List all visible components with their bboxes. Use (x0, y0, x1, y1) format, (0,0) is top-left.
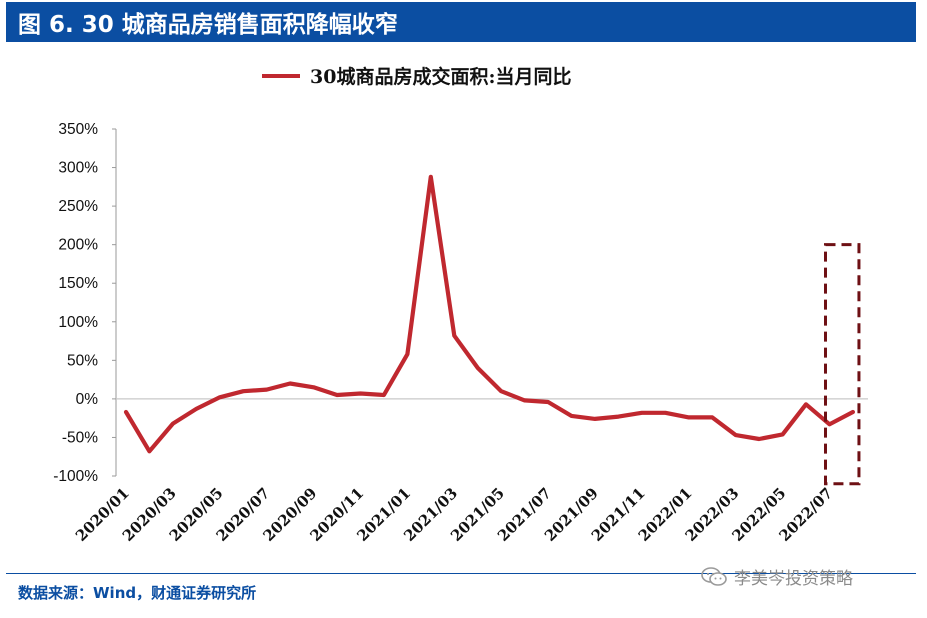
footer-divider (6, 573, 916, 574)
data-point (195, 408, 198, 410)
watermark: 李美岑投资策略 (700, 564, 853, 589)
y-tick-label: -100% (53, 468, 98, 485)
data-point (711, 416, 714, 419)
data-point (594, 418, 596, 420)
highlight-box (824, 243, 861, 486)
data-point (617, 415, 620, 418)
data-point (805, 403, 807, 406)
data-point (289, 382, 291, 385)
y-tick-label: 300% (58, 160, 98, 177)
data-point (688, 416, 690, 419)
y-tick-label: 200% (58, 237, 98, 254)
y-tick-label: 150% (58, 275, 98, 292)
data-point (383, 394, 385, 396)
chart-legend: 30城商品房成交面积:当月同比 (262, 62, 571, 89)
wechat-icon (701, 566, 727, 586)
data-point (664, 412, 667, 414)
figure-title-bar: 图 6. 30 城商品房销售面积降幅收窄 (6, 2, 916, 42)
data-point (312, 386, 315, 389)
y-tick-label: 50% (67, 352, 98, 369)
data-point (125, 411, 127, 413)
data-point (359, 392, 362, 395)
data-point (641, 412, 643, 414)
data-point (265, 388, 268, 391)
legend-line-swatch (262, 73, 300, 78)
data-point (758, 438, 760, 440)
watermark-text: 李美岑投资策略 (734, 569, 853, 589)
data-point (734, 434, 737, 436)
data-point (500, 390, 503, 393)
data-point (430, 176, 432, 178)
y-tick-label: 0% (76, 391, 99, 408)
data-point (477, 367, 479, 369)
data-point (547, 401, 549, 403)
y-tick-label: -50% (62, 429, 98, 446)
data-source: 数据来源：Wind，财通证券研究所 (18, 584, 257, 602)
data-point (148, 450, 151, 453)
data-point (172, 422, 174, 425)
y-tick-label: 250% (58, 198, 98, 215)
y-tick-label: 350% (58, 121, 98, 138)
data-point (219, 396, 221, 399)
data-point (781, 433, 784, 436)
data-point (453, 334, 456, 337)
data-point (828, 423, 831, 426)
legend-label: 30城商品房成交面积:当月同比 (310, 66, 572, 88)
data-point (570, 415, 573, 417)
data-point (852, 411, 854, 413)
data-point (242, 390, 245, 393)
figure-title: 图 6. 30 城商品房销售面积降幅收窄 (18, 12, 398, 38)
data-point (406, 353, 409, 356)
data-point (523, 399, 526, 402)
y-tick-label: 100% (58, 314, 98, 331)
data-point (336, 394, 338, 396)
series-line (123, 174, 856, 454)
